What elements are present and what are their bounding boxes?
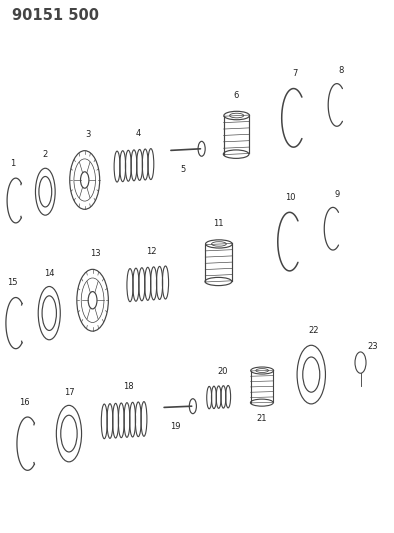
Text: 3: 3 xyxy=(85,130,90,139)
Text: 1: 1 xyxy=(11,159,16,168)
Text: 17: 17 xyxy=(64,387,74,397)
Text: 13: 13 xyxy=(91,249,101,258)
Text: 11: 11 xyxy=(214,219,224,228)
Text: 90151 500: 90151 500 xyxy=(12,8,99,23)
Text: 22: 22 xyxy=(309,326,320,335)
Text: 9: 9 xyxy=(335,190,340,199)
Text: 23: 23 xyxy=(368,342,378,351)
Text: 8: 8 xyxy=(338,66,344,75)
Text: 2: 2 xyxy=(43,150,48,159)
Text: 19: 19 xyxy=(170,423,180,432)
Text: 5: 5 xyxy=(180,165,186,174)
Text: 14: 14 xyxy=(44,269,54,278)
Text: 6: 6 xyxy=(234,91,239,100)
Text: 12: 12 xyxy=(147,247,157,256)
Text: 4: 4 xyxy=(135,130,141,139)
Text: 10: 10 xyxy=(286,193,296,202)
Text: 18: 18 xyxy=(123,382,133,391)
Text: 20: 20 xyxy=(217,367,228,376)
Text: 15: 15 xyxy=(7,278,18,287)
Text: 16: 16 xyxy=(19,398,30,407)
Text: 7: 7 xyxy=(292,69,297,78)
Text: 21: 21 xyxy=(257,414,267,423)
